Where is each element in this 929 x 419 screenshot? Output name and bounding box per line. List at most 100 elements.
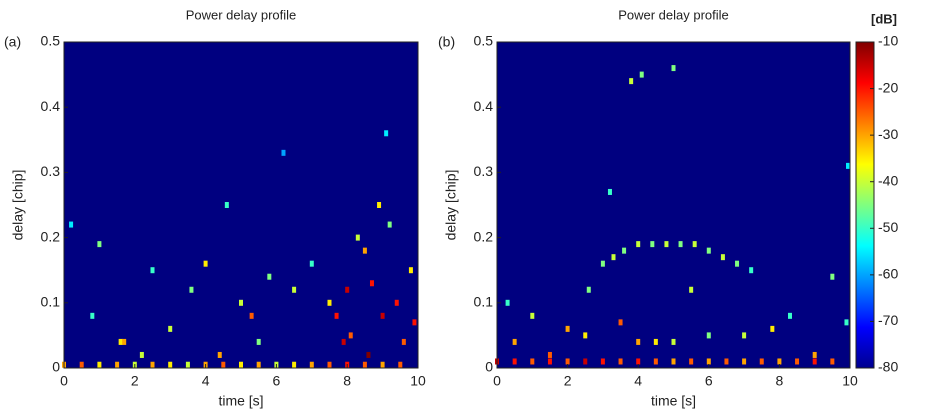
heat-cell <box>512 358 517 365</box>
heat-cell <box>239 299 243 306</box>
heat-cell <box>387 221 392 228</box>
heat-cell <box>362 247 367 254</box>
heat-cell <box>97 361 102 368</box>
panel-label: (b) <box>438 34 455 50</box>
y-tick-label: 0.2 <box>41 228 61 244</box>
heat-cell <box>742 358 747 365</box>
heat-cell <box>309 260 314 267</box>
heat-cell <box>327 299 332 306</box>
heat-cell <box>600 358 605 365</box>
x-tick-label: 10 <box>410 373 426 389</box>
heat-cell <box>398 361 403 368</box>
heat-cell <box>671 338 676 345</box>
heat-cell <box>706 358 711 365</box>
colorbar-tick-label: -30 <box>878 126 898 142</box>
panel-label: (a) <box>4 34 21 50</box>
colorbar-tick-label: -60 <box>878 266 898 282</box>
heat-cell <box>706 332 711 339</box>
y-tick-label: 0.3 <box>474 163 494 179</box>
heat-cell <box>309 361 314 368</box>
heat-cell <box>607 188 612 195</box>
heat-cell <box>122 338 127 345</box>
colorbar-tick-label: -10 <box>878 33 898 49</box>
colorbar-tick-label: -80 <box>878 359 898 375</box>
heat-cell <box>69 221 74 228</box>
y-tick-label: 0.1 <box>41 294 61 310</box>
x-tick-label: 4 <box>202 373 210 389</box>
heat-cell <box>239 361 243 368</box>
heat-cell <box>777 358 782 365</box>
heat-cell <box>505 299 510 306</box>
x-tick-label: 6 <box>705 373 713 389</box>
heat-cell <box>639 71 644 78</box>
heat-cell <box>168 361 173 368</box>
heat-cell <box>795 358 800 365</box>
heat-cell <box>650 241 655 248</box>
heat-cell <box>636 338 641 345</box>
y-axis-label: delay [chip] <box>10 170 26 241</box>
heat-cell <box>345 286 350 293</box>
heat-cell <box>79 361 84 368</box>
heat-cell <box>565 325 570 332</box>
heat-cell <box>565 358 570 365</box>
heat-cell <box>720 254 725 261</box>
heat-cell <box>150 267 155 274</box>
colorbar-tick-label: -40 <box>878 172 898 188</box>
heat-cell <box>512 338 517 345</box>
y-tick-label: 0.3 <box>41 163 61 179</box>
heat-cell <box>846 162 850 169</box>
heat-cell <box>394 299 399 306</box>
heat-cell <box>118 338 123 345</box>
heat-cell <box>787 312 792 319</box>
colorbar-tick-label: -20 <box>878 79 898 95</box>
heat-cell <box>384 130 389 137</box>
heat-cell <box>611 254 616 261</box>
heat-cell <box>348 332 353 339</box>
x-tick-label: 8 <box>776 373 784 389</box>
heat-cell <box>671 358 676 365</box>
x-tick-label: 2 <box>564 373 572 389</box>
heat-cell <box>327 361 332 368</box>
heat-cell <box>185 361 190 368</box>
heat-cell <box>380 361 385 368</box>
heat-cell <box>583 332 588 339</box>
y-tick-label: 0.2 <box>474 228 494 244</box>
heat-cell <box>653 338 658 345</box>
heat-cell <box>812 358 817 365</box>
heat-cell <box>249 312 254 319</box>
colorbar-tick-label: -50 <box>878 219 898 235</box>
heat-cell <box>706 247 711 254</box>
heat-cell <box>369 280 374 287</box>
heat-cell <box>267 273 272 280</box>
y-axis-label: delay [chip] <box>443 170 459 241</box>
heat-cell <box>618 319 623 326</box>
plot-background <box>64 42 418 368</box>
heat-cell <box>830 358 835 365</box>
heat-cell <box>671 65 676 72</box>
heat-cell <box>583 358 588 365</box>
x-tick-label: 4 <box>634 373 642 389</box>
heat-cell <box>600 260 605 267</box>
x-tick-label: 0 <box>60 373 68 389</box>
y-tick-label: 0.5 <box>474 33 494 49</box>
x-tick-label: 8 <box>343 373 351 389</box>
y-tick-label: 0 <box>485 359 493 375</box>
chart-title: Power delay profile <box>186 7 297 22</box>
heat-cell <box>334 312 339 319</box>
x-axis-label: time [s] <box>651 393 696 409</box>
colorbar-tick-label: -70 <box>878 312 898 328</box>
heat-cell <box>636 241 641 248</box>
heat-cell <box>742 332 747 339</box>
heat-cell <box>653 358 658 365</box>
x-tick-label: 0 <box>493 373 501 389</box>
heat-cell <box>724 358 729 365</box>
heat-cell <box>292 286 297 293</box>
heat-cell <box>618 358 623 365</box>
heat-cell <box>401 338 406 345</box>
heat-cell <box>256 361 261 368</box>
colorbar-label: [dB] <box>871 11 897 26</box>
heat-cell <box>735 260 740 267</box>
x-tick-label: 6 <box>273 373 281 389</box>
